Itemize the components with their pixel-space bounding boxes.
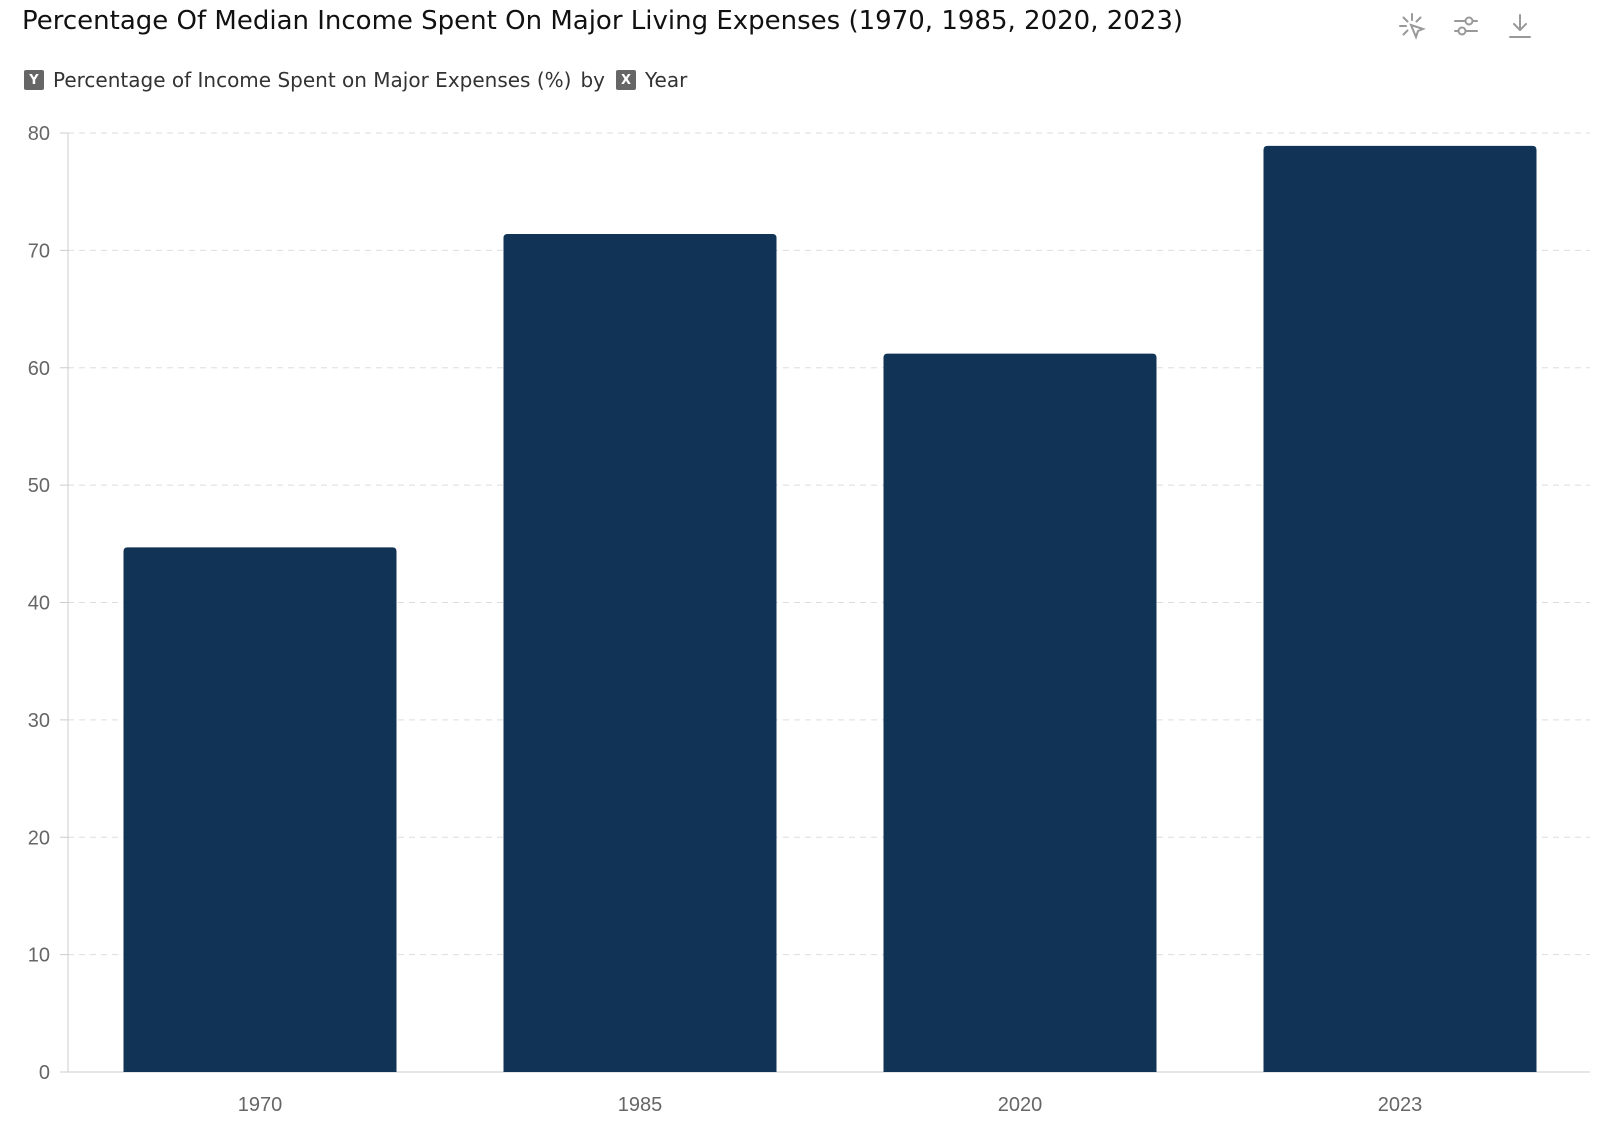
chart-subtitle: Y Percentage of Income Spent on Major Ex… xyxy=(24,68,687,92)
y-tick-label: 10 xyxy=(28,945,50,967)
sliders-icon[interactable] xyxy=(1446,8,1486,44)
x-tick-label: 1970 xyxy=(238,1094,283,1116)
bar-1970[interactable] xyxy=(123,547,397,1072)
chart-title: Percentage Of Median Income Spent On Maj… xyxy=(22,6,1184,36)
y-tick-label: 50 xyxy=(28,475,50,497)
x-tick-label: 2023 xyxy=(1378,1094,1423,1116)
y-tick-label: 80 xyxy=(28,123,50,145)
y-tick-label: 30 xyxy=(28,710,50,732)
chart-toolbar xyxy=(1392,8,1554,44)
bar-1985[interactable] xyxy=(503,233,777,1072)
x-field-label: Year xyxy=(644,68,688,92)
y-tick-label: 0 xyxy=(39,1062,50,1084)
y-tick-label: 40 xyxy=(28,593,50,615)
x-tick-label: 2020 xyxy=(998,1094,1043,1116)
x-tick-label: 1985 xyxy=(618,1094,663,1116)
bar-2020[interactable] xyxy=(883,353,1157,1072)
download-icon[interactable] xyxy=(1500,8,1540,44)
y-tick-label: 20 xyxy=(28,827,50,849)
select-pointer-icon[interactable] xyxy=(1392,8,1432,44)
y-axis-badge: Y xyxy=(24,70,44,90)
y-tick-label: 70 xyxy=(28,240,50,262)
by-label: by xyxy=(580,68,605,92)
y-tick-label: 60 xyxy=(28,358,50,380)
bar-2023[interactable] xyxy=(1263,145,1537,1072)
y-field-label: Percentage of Income Spent on Major Expe… xyxy=(53,68,572,92)
x-axis-badge: X xyxy=(615,70,636,90)
